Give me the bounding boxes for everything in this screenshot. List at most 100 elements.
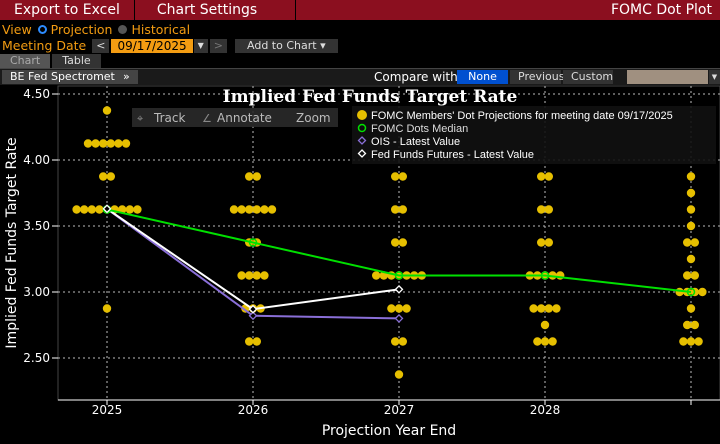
- futures-point: [248, 304, 258, 314]
- zoom-button[interactable]: Zoom: [296, 111, 331, 125]
- fomc-dot: [245, 271, 254, 280]
- fomc-dot: [114, 139, 123, 148]
- fomc-dot: [537, 304, 546, 313]
- fomc-dot: [252, 337, 261, 346]
- fomc-dot: [540, 337, 550, 346]
- custom-dropdown-icon[interactable]: ▼: [709, 70, 720, 84]
- fomc-dot: [252, 205, 261, 214]
- y-tick-label: 2.50: [23, 351, 50, 365]
- x-axis-label: Projection Year End: [322, 423, 456, 439]
- y-axis-label: Implied Fed Funds Target Rate: [4, 137, 20, 348]
- fomc-dot: [537, 238, 546, 247]
- export-excel-button[interactable]: Export to Excel: [0, 0, 135, 20]
- legend-dot-icon: [357, 110, 367, 120]
- fomc-dot: [102, 106, 112, 115]
- fomc-dot: [694, 337, 703, 346]
- fomc-dot: [686, 337, 696, 346]
- x-tick-label: 2027: [384, 403, 415, 417]
- projection-radio[interactable]: [37, 25, 47, 34]
- meeting-date-input[interactable]: 09/17/2025: [111, 38, 193, 53]
- ois-point: [248, 311, 258, 321]
- chart-tools: ⌖ Track ∠ Annotate Zoom: [132, 108, 338, 127]
- fomc-dot: [690, 238, 699, 247]
- fomc-dot: [106, 139, 116, 148]
- tab-table[interactable]: Table: [52, 54, 101, 68]
- fomc-dot: [686, 172, 696, 181]
- fomc-dot: [398, 205, 407, 214]
- pencil-icon[interactable]: ∠: [202, 112, 212, 125]
- fomc-dot: [252, 172, 261, 181]
- fomc-dot: [690, 271, 699, 280]
- fomc-dot: [533, 337, 542, 346]
- y-tick-label: 3.50: [23, 219, 50, 233]
- more-icon[interactable]: »: [115, 70, 138, 84]
- date-dropdown-icon[interactable]: ▼: [193, 38, 208, 53]
- y-tick-label: 3.00: [23, 285, 50, 299]
- fomc-dot: [260, 205, 269, 214]
- median-point: [540, 271, 550, 280]
- fomc-dot: [398, 172, 407, 181]
- fomc-dot: [121, 139, 131, 148]
- fomc-dot: [679, 337, 688, 346]
- fomc-dot: [252, 271, 261, 280]
- spectrometer-button[interactable]: BE Fed Spectrometer: [2, 70, 135, 84]
- fomc-dot: [544, 205, 553, 214]
- compare-previous-button[interactable]: Previous: [510, 70, 565, 84]
- legend-ois-icon: [357, 136, 367, 145]
- prev-date-button[interactable]: <: [92, 38, 110, 53]
- futures-line: [106, 208, 400, 311]
- fomc-dot: [245, 172, 254, 181]
- fomc-dot: [80, 205, 89, 214]
- fomc-dot: [552, 304, 561, 313]
- fomc-dot: [72, 205, 81, 214]
- fomc-dot: [87, 205, 97, 214]
- median-point: [394, 271, 404, 280]
- fomc-dot: [245, 337, 254, 346]
- app-title: FOMC Dot Plot: [610, 2, 712, 18]
- fomc-dot: [537, 172, 546, 181]
- top-bar: Export to Excel Chart Settings FOMC Dot …: [0, 0, 720, 20]
- fomc-dot: [686, 254, 696, 264]
- fomc-dot: [372, 271, 381, 280]
- fomc-dot: [99, 172, 108, 181]
- median-point: [686, 287, 696, 297]
- legend-futures-icon: [357, 149, 367, 158]
- fomc-dot: [686, 188, 696, 198]
- track-button[interactable]: Track: [153, 111, 185, 125]
- fomc-dot: [260, 271, 269, 280]
- fomc-dot: [125, 205, 134, 214]
- compare-custom-button[interactable]: Custom: [563, 70, 613, 84]
- fomc-dot: [229, 205, 239, 214]
- y-tick-label: 4.00: [23, 153, 50, 167]
- crosshair-icon[interactable]: ⌖: [137, 112, 143, 125]
- fomc-dot: [402, 304, 411, 313]
- fomc-dot: [83, 139, 93, 148]
- next-date-button[interactable]: >: [209, 38, 228, 53]
- historical-radio[interactable]: [118, 25, 128, 34]
- compare-none-button[interactable]: None: [457, 70, 508, 84]
- legend: FOMC Members' Dot Projections for meetin…: [352, 106, 716, 164]
- legend-futures: Fed Funds Futures - Latest Value: [371, 149, 534, 161]
- historical-label[interactable]: Historical: [131, 22, 191, 37]
- fomc-dot: [99, 139, 108, 148]
- fomc-dot: [133, 205, 142, 214]
- projection-label[interactable]: Projection: [50, 22, 113, 37]
- chart-settings-button[interactable]: Chart Settings: [135, 0, 297, 20]
- y-tick-label: 4.50: [23, 87, 50, 101]
- annotate-button[interactable]: Annotate: [217, 111, 272, 125]
- fomc-dot: [102, 304, 112, 313]
- chart-title: Implied Fed Funds Target Rate: [223, 87, 518, 107]
- view-label: View: [2, 22, 32, 37]
- meeting-date-label: Meeting Date: [2, 38, 87, 53]
- add-to-chart-button[interactable]: Add to Chart ▾: [235, 38, 338, 53]
- fomc-dot: [544, 172, 553, 181]
- fomc-dot: [698, 287, 707, 297]
- fomc-dot: [683, 320, 692, 330]
- custom-date-select[interactable]: [627, 70, 708, 84]
- fomc-dot: [686, 205, 696, 214]
- fomc-dot: [237, 205, 246, 214]
- median-line: [106, 208, 692, 293]
- tab-chart[interactable]: Chart: [0, 54, 51, 68]
- x-tick-label: 2025: [92, 403, 123, 417]
